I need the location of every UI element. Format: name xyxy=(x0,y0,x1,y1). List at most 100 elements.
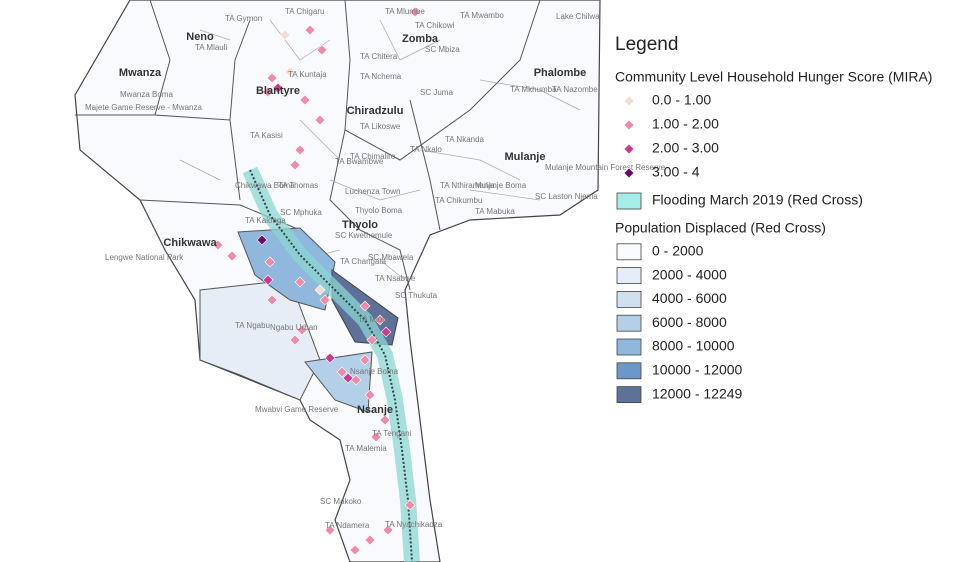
legend-item-label: 10000 - 12000 xyxy=(652,362,743,378)
hunger-marker xyxy=(364,389,376,401)
place-label: SC Kwethemule xyxy=(335,231,393,240)
hunger-marker xyxy=(316,44,328,56)
place-label: TA Nyachikadza xyxy=(385,520,443,529)
legend-swatch xyxy=(623,143,635,155)
place-label: SC Thukuta xyxy=(395,291,438,300)
legend-swatch xyxy=(616,192,642,210)
hunger-marker xyxy=(404,499,416,511)
district-label: Mwanza xyxy=(119,67,162,79)
place-label: TA Thomas xyxy=(278,181,318,190)
hunger-marker xyxy=(289,159,301,171)
hunger-marker xyxy=(226,250,238,262)
legend-swatch xyxy=(616,243,642,261)
place-label: Ngabu Urban xyxy=(270,323,318,332)
place-label: Mwabvi Game Reserve xyxy=(255,405,339,414)
area-chikwawa-east xyxy=(237,227,336,311)
district-borders xyxy=(75,0,541,291)
area-nsanje-north xyxy=(304,351,373,413)
hunger-marker xyxy=(266,72,278,84)
place-label: TA Malemia xyxy=(345,444,387,453)
hunger-marker xyxy=(272,82,284,94)
hunger-marker xyxy=(370,431,382,443)
legend-section-title: Population Displaced (Red Cross) xyxy=(615,220,826,236)
place-label: TA Chimaliro xyxy=(350,152,396,161)
place-label: TA Tengani xyxy=(372,429,412,438)
hunger-marker xyxy=(374,314,386,326)
hunger-marker xyxy=(256,234,268,246)
hunger-marker xyxy=(266,294,278,306)
legend-item-label: 4000 - 6000 xyxy=(652,290,727,306)
hunger-marker xyxy=(289,334,301,346)
legend-item-label: 2.00 - 3.00 xyxy=(652,140,719,156)
place-label: Chikwawa Boma xyxy=(235,181,295,190)
district-label: Neno xyxy=(186,31,214,43)
place-label: TA Mkhumba xyxy=(510,85,557,94)
legend-swatch xyxy=(616,314,642,332)
hunger-marker xyxy=(304,24,316,36)
legend-item-label: Flooding March 2019 (Red Cross) xyxy=(652,192,863,208)
place-label: TA Kalonga xyxy=(245,216,286,225)
legend-item-label: 6000 - 8000 xyxy=(652,314,727,330)
district-label: Chiradzulu xyxy=(347,105,404,117)
place-label: Nsanje Boma xyxy=(350,367,399,376)
hunger-marker xyxy=(262,274,274,286)
map-labels: Neno Zomba Mwanza Phalombe Blantyre Chiradzul… xyxy=(85,7,666,530)
district-label: Mulanje xyxy=(505,151,546,163)
place-label: SC Makoko xyxy=(320,497,362,506)
place-label: TA Nthiramanja xyxy=(440,181,495,190)
hunger-marker xyxy=(380,326,392,338)
hunger-marker xyxy=(342,372,354,384)
hunger-marker xyxy=(262,86,274,98)
district-label: Phalombe xyxy=(534,67,587,79)
place-label: SC Mphuka xyxy=(280,208,322,217)
place-label: Majete Game Reserve - Mwanza xyxy=(85,103,202,112)
place-label: Thyolo Boma xyxy=(355,206,403,215)
place-label: TA Nazombe xyxy=(552,85,598,94)
hunger-marker xyxy=(296,324,308,336)
place-label: Lengwe National Park xyxy=(105,253,184,262)
legend-item-label: 0.0 - 1.00 xyxy=(652,92,711,108)
legend-swatch xyxy=(616,267,642,285)
district-label: Nsanje xyxy=(357,404,393,416)
place-label: TA Changata xyxy=(340,257,387,266)
place-label: TA Ngabu xyxy=(235,321,270,330)
hunger-marker xyxy=(364,534,376,546)
place-label: TA Chitera xyxy=(360,52,398,61)
place-label: TA Ndamera xyxy=(325,521,370,530)
place-label: Mwanza Boma xyxy=(120,90,173,99)
district-label: Zomba xyxy=(402,33,439,45)
hunger-marker xyxy=(212,239,224,251)
place-label: TA Chigaru xyxy=(285,7,324,16)
district-label: Thyolo xyxy=(342,219,378,231)
place-label: SC Mbawela xyxy=(368,253,414,262)
place-label: Lake Chilwa xyxy=(556,12,600,21)
place-label: Luchenza Town xyxy=(345,187,400,196)
legend-swatch xyxy=(616,290,642,308)
place-label: TA Kuntaja xyxy=(288,70,327,79)
legend-item-label: 0 - 2000 xyxy=(652,243,704,259)
place-label: TA Mlauli xyxy=(195,43,228,52)
place-label: TA Nsabwe xyxy=(375,274,416,283)
legend-swatch xyxy=(616,362,642,380)
district-neno xyxy=(149,0,251,121)
hunger-marker xyxy=(382,524,394,536)
legend: Legend Community Level Household Hunger … xyxy=(615,34,932,404)
place-label: TA Chikumbu xyxy=(435,196,482,205)
legend-item-label: 2000 - 4000 xyxy=(652,266,727,282)
place-label: TA Nchema xyxy=(360,72,402,81)
hunger-marker xyxy=(379,414,391,426)
legend-swatch xyxy=(623,119,635,131)
place-label: TA Chikowi xyxy=(415,21,455,30)
hunger-marker xyxy=(294,144,306,156)
legend-swatch xyxy=(616,386,642,404)
hunger-marker xyxy=(350,374,362,386)
place-label: SC Laston Njema xyxy=(535,192,598,201)
place-label: SC Mbiza xyxy=(425,45,460,54)
legend-item-label: 1.00 - 2.00 xyxy=(652,116,719,132)
place-label: TA Likoswe xyxy=(360,122,401,131)
hunger-marker xyxy=(336,366,348,378)
hunger-marker xyxy=(279,29,291,41)
legend-item-label: 3.00 - 4 xyxy=(652,164,700,180)
place-label: TA Mlolo xyxy=(358,315,389,324)
